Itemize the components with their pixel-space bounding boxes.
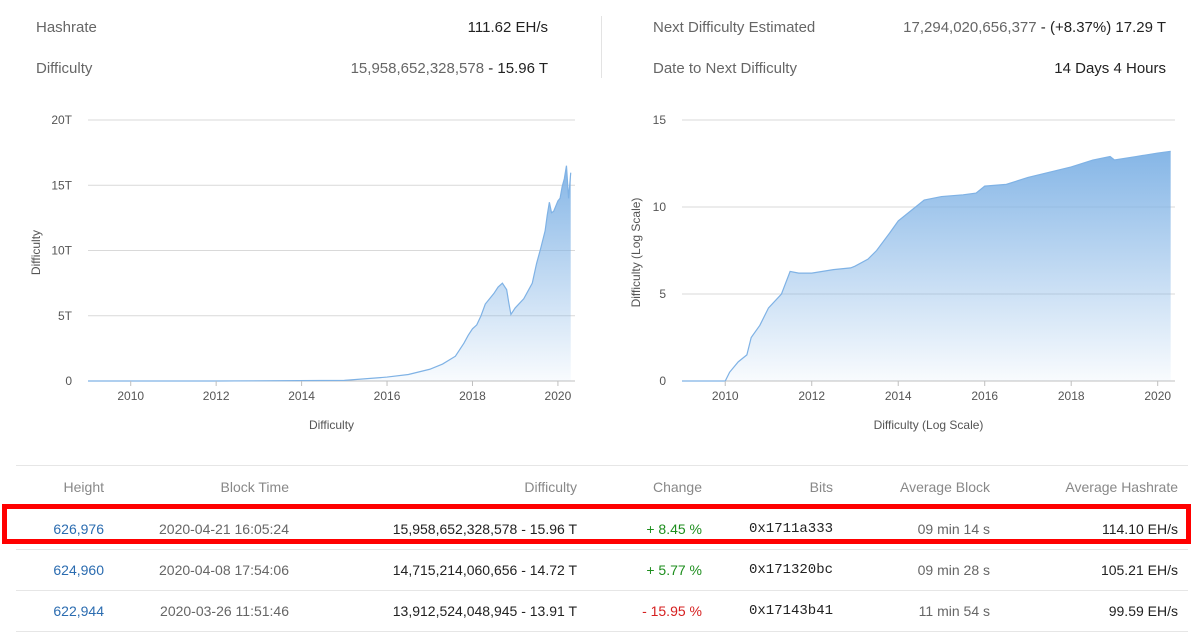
y-tick-label: 10T [51,244,72,258]
difficulty-table: Height Block Time Difficulty Change Bits… [16,465,1188,632]
x-tick-label: 2014 [885,389,912,403]
x-tick-label: 2016 [971,389,998,403]
y-tick-label: 5T [58,309,73,323]
y-tick-label: 15 [653,113,667,127]
x-tick-label: 2012 [798,389,825,403]
difficulty-log-chart-svg: 0 5 10 15 2010 2012 2014 2016 2018 2020 Difficulty… [629,113,1175,432]
difficulty-chart: 0 5T 10T 15T 20T 2010 2012 2014 2016 2018 2020 Diff… [0,100,600,440]
x-tick-label: 2012 [203,389,230,403]
row-average-block: 09 min 14 s [833,508,990,550]
x-tick-label: 2010 [117,389,144,403]
row-difficulty: 14,715,214,060,656 - 14.72 T [289,549,577,591]
col-height[interactable]: Height [16,465,104,509]
col-bits[interactable]: Bits [702,465,833,509]
row-average-block: 11 min 54 s [833,590,990,632]
series-line [682,150,1171,382]
row-bits: 0x171320bc [702,549,833,591]
row-time: 2020-03-26 11:51:46 [104,590,289,632]
block-height-link[interactable]: 626,976 [53,521,104,537]
row-difficulty: 15,958,652,328,578 - 15.96 T [289,508,577,550]
row-time: 2020-04-21 16:05:24 [104,508,289,550]
y-axis-title: Difficulty (Log Scale) [629,198,643,308]
row-average-hashrate: 105.21 EH/s [990,549,1188,591]
x-tick-label: 2018 [1058,389,1085,403]
y-tick-label: 15T [51,178,72,192]
table-row: 624,960 2020-04-08 17:54:06 14,715,214,0… [16,549,1188,591]
row-average-block: 09 min 28 s [833,549,990,591]
stats-panel: Hashrate 111.62 EH/s Difficulty 15,958,6… [0,0,1200,100]
row-change: + 8.45 % [577,508,702,550]
row-bits: 0x17143b41 [702,590,833,632]
difficulty-log-chart: 0 5 10 15 2010 2012 2014 2016 2018 2020 Difficulty… [600,100,1200,440]
next-difficulty-value: 17,294,020,656,377 [903,19,1037,36]
y-tick-label: 10 [653,200,667,214]
series-area [682,151,1171,381]
block-height-link[interactable]: 622,944 [53,603,104,619]
x-tick-label: 2010 [712,389,739,403]
hashrate-label: Hashrate [36,19,97,36]
col-change[interactable]: Change [577,465,702,509]
stats-divider [601,16,602,78]
difficulty-value-wrap: 15,958,652,328,578 - 15.96 T [351,60,548,77]
col-average-block[interactable]: Average Block [833,465,990,509]
x-axis-title: Difficulty [309,418,354,432]
difficulty-value: 15,958,652,328,578 [350,60,485,77]
difficulty-label: Difficulty [36,60,93,77]
table-row: 622,944 2020-03-26 11:51:46 13,912,524,0… [16,590,1188,632]
row-change: + 5.77 % [577,549,702,591]
x-axis-title: Difficulty (Log Scale) [874,418,984,432]
date-next-value: 14 Days 4 Hours [1054,60,1166,77]
next-difficulty-change: - (+8.37%) 17.29 T [1036,19,1166,36]
col-difficulty[interactable]: Difficulty [289,465,577,509]
date-next-label: Date to Next Difficulty [653,60,797,77]
block-height-link[interactable]: 624,960 [53,562,104,578]
difficulty-chart-svg: 0 5T 10T 15T 20T 2010 2012 2014 2016 2018 2020 Diff… [29,113,575,432]
y-tick-label: 20T [51,113,72,127]
y-axis-title: Difficulty [29,230,43,275]
next-difficulty-label: Next Difficulty Estimated [653,19,816,36]
x-tick-label: 2020 [1144,389,1171,403]
table-header-row: Height Block Time Difficulty Change Bits… [16,465,1188,509]
y-tick-label: 0 [659,374,666,388]
x-tick-label: 2014 [288,389,315,403]
row-change: - 15.95 % [577,590,702,632]
row-difficulty: 13,912,524,048,945 - 13.91 T [289,590,577,632]
difficulty-short: - 15.96 T [484,60,548,77]
col-block-time[interactable]: Block Time [104,465,289,509]
col-average-hashrate[interactable]: Average Hashrate [990,465,1188,509]
row-average-hashrate: 99.59 EH/s [990,590,1188,632]
row-height-cell: 624,960 [16,549,104,591]
row-average-hashrate: 114.10 EH/s [990,508,1188,550]
series-area [88,165,571,381]
series-line [88,165,572,382]
row-height-cell: 626,976 [16,508,104,550]
y-tick-label: 5 [659,287,666,301]
x-tick-label: 2020 [545,389,572,403]
row-height-cell: 622,944 [16,590,104,632]
row-bits: 0x1711a333 [702,508,833,550]
x-tick-label: 2016 [374,389,401,403]
table-row: 626,976 2020-04-21 16:05:24 15,958,652,3… [16,508,1188,550]
hashrate-value: 111.62 EH/s [467,19,548,36]
y-tick-label: 0 [65,374,72,388]
x-tick-label: 2018 [459,389,486,403]
row-time: 2020-04-08 17:54:06 [104,549,289,591]
next-difficulty-wrap: 17,294,020,656,377 - (+8.37%) 17.29 T [903,19,1166,36]
